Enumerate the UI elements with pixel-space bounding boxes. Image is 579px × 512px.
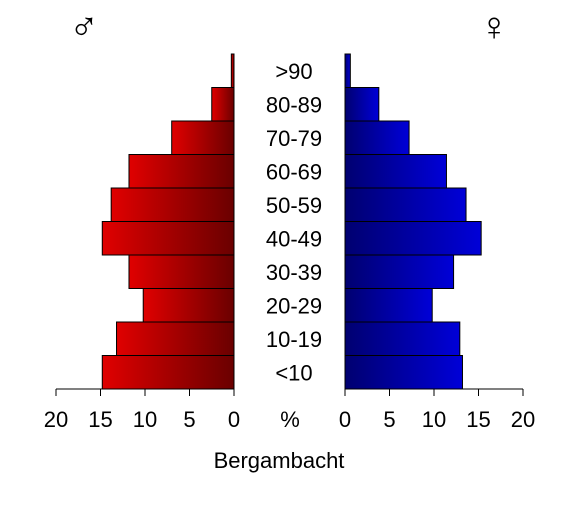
age-group-label: 60-69 [266, 159, 322, 184]
age-group-label: 50-59 [266, 193, 322, 218]
female-bar [344, 288, 433, 323]
male-bar [230, 53, 235, 88]
female-symbol: ♀ [479, 5, 509, 49]
male-bars [101, 53, 235, 390]
female-bar [344, 355, 463, 390]
male-symbol: ♂ [69, 5, 99, 49]
right-x-tick-label: 15 [466, 407, 490, 432]
male-bar [116, 321, 235, 356]
right-x-tick-label: 10 [422, 407, 446, 432]
right-x-tick-label: 20 [511, 407, 535, 432]
female-bar [344, 53, 351, 88]
female-bar [344, 154, 447, 189]
male-bar [110, 187, 235, 222]
age-group-label: 20-29 [266, 293, 322, 318]
left-x-tick-label: 5 [183, 407, 195, 432]
left-x-tick-label: 20 [44, 407, 68, 432]
male-bar [142, 288, 235, 323]
male-bar [211, 87, 235, 122]
female-bars [344, 53, 482, 390]
female-bar [344, 321, 461, 356]
female-bar [344, 221, 482, 256]
age-group-label: >90 [275, 59, 312, 84]
right-x-tick-label: 0 [339, 407, 351, 432]
age-group-label: 40-49 [266, 226, 322, 251]
female-bar [344, 87, 380, 122]
age-group-label: 30-39 [266, 260, 322, 285]
male-bar [128, 154, 235, 189]
left-x-tick-label: 10 [133, 407, 157, 432]
male-bar [128, 254, 235, 289]
chart-title: Bergambacht [214, 448, 345, 473]
female-bar [344, 254, 455, 289]
left-x-tick-label: 15 [88, 407, 112, 432]
male-bar [171, 120, 235, 155]
male-bar [101, 221, 235, 256]
female-bar [344, 120, 410, 155]
age-group-label: <10 [275, 360, 312, 385]
age-group-labels: <10 10-19 20-29 30-39 40-49 50-59 60-69 70-79 80… [266, 59, 322, 386]
age-group-label: 10-19 [266, 327, 322, 352]
left-x-tick-label: 0 [228, 407, 240, 432]
age-group-label: 80-89 [266, 92, 322, 117]
male-bar [101, 355, 235, 390]
age-group-label: 70-79 [266, 126, 322, 151]
female-bar [344, 187, 467, 222]
unit-label: % [280, 407, 300, 432]
right-x-tick-label: 5 [383, 407, 395, 432]
x-axes: 0 0 5 5 10 10 15 15 20 20 [44, 388, 535, 432]
